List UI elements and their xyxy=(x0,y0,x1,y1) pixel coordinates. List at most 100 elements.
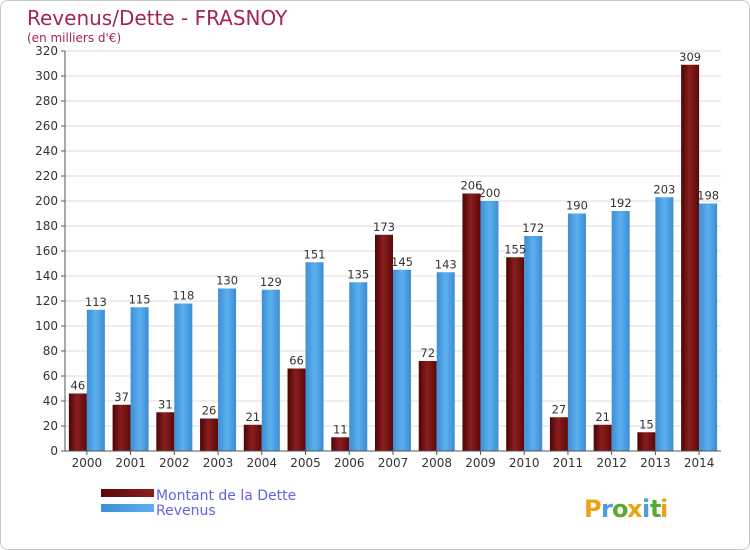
revenue-bar xyxy=(86,309,105,451)
revenue-bar-label: 143 xyxy=(435,257,457,271)
debt-bar-label: 66 xyxy=(289,354,304,368)
y-tick-label: 40 xyxy=(43,394,58,408)
logo-letter: P xyxy=(584,495,602,523)
debt-bar-label: 11 xyxy=(333,422,348,436)
legend-item-debt: Montant de la Dette xyxy=(101,488,296,504)
revenue-bar-label: 172 xyxy=(522,221,544,235)
legend-label-debt: Montant de la Dette xyxy=(156,488,296,504)
revenue-bar-label: 145 xyxy=(391,255,413,269)
logo-letter: o xyxy=(612,495,629,523)
chart-subtitle: (en milliers d'€) xyxy=(27,31,121,45)
revenue-bar xyxy=(130,307,149,451)
x-tick-label: 2007 xyxy=(378,456,409,470)
legend-item-revenue: Revenus xyxy=(101,503,216,519)
y-tick-label: 260 xyxy=(35,119,58,133)
x-tick-label: 2011 xyxy=(553,456,584,470)
debt-bar-label: 206 xyxy=(460,179,482,193)
debt-bar-label: 15 xyxy=(639,417,654,431)
revenue-bar-label: 135 xyxy=(347,267,369,281)
debt-bar xyxy=(331,437,350,451)
debt-bar-label: 72 xyxy=(420,346,435,360)
revenue-bar xyxy=(524,236,543,451)
legend-label-revenue: Revenus xyxy=(156,503,216,519)
y-tick-label: 80 xyxy=(43,344,58,358)
y-tick-label: 180 xyxy=(35,219,58,233)
revenue-bar-label: 129 xyxy=(260,275,282,289)
y-tick-label: 280 xyxy=(35,94,58,108)
debt-bar-label: 155 xyxy=(504,242,526,256)
x-tick-label: 2008 xyxy=(421,456,452,470)
legend-swatch-revenue xyxy=(101,504,154,512)
revenue-bar-label: 115 xyxy=(129,292,151,306)
revenue-bar xyxy=(174,303,193,451)
debt-bar xyxy=(637,432,656,451)
debt-bar xyxy=(287,368,306,451)
x-tick-label: 2003 xyxy=(203,456,234,470)
legend-swatch-debt xyxy=(101,489,154,497)
revenue-bar xyxy=(655,197,674,451)
x-tick-label: 2009 xyxy=(465,456,496,470)
logo-letter: t xyxy=(650,495,661,523)
debt-bar-label: 37 xyxy=(114,390,129,404)
debt-bar xyxy=(112,404,131,451)
debt-bar xyxy=(243,424,262,451)
revenue-bar-label: 198 xyxy=(697,189,719,203)
x-tick-label: 2012 xyxy=(596,456,627,470)
debt-bar-label: 21 xyxy=(245,410,260,424)
revenue-bar-label: 192 xyxy=(610,196,632,210)
revenue-bar-label: 151 xyxy=(304,247,326,261)
debt-bar-label: 21 xyxy=(595,410,610,424)
debt-bar xyxy=(462,193,481,451)
revenue-bar-label: 118 xyxy=(172,289,194,303)
debt-bar xyxy=(681,64,700,451)
y-tick-label: 140 xyxy=(35,269,58,283)
y-tick-label: 0 xyxy=(50,444,58,458)
revenue-bar-label: 200 xyxy=(478,186,500,200)
logo-letter: i xyxy=(660,495,668,523)
y-axis-ticks: 0 20 40 60 80 100 120 140 160 180 200 220 240 260 280 3… xyxy=(35,44,65,458)
revenue-bar-label: 130 xyxy=(216,274,238,288)
revenue-bar-label: 190 xyxy=(566,199,588,213)
x-axis-ticks: 2000 2001 2002 2003 2004 2005 2006 2007 2008 2009… xyxy=(72,451,715,470)
debt-bar xyxy=(156,412,175,451)
debt-bar-label: 26 xyxy=(202,404,217,418)
x-tick-label: 2014 xyxy=(684,456,715,470)
y-tick-label: 200 xyxy=(35,194,58,208)
bars xyxy=(68,64,718,451)
debt-bar xyxy=(68,393,87,451)
debt-bar xyxy=(375,234,393,451)
data-labels: 46 113 37 115 31 118 26 130 21 129 66 151 11 135 173 14… xyxy=(71,50,720,437)
x-tick-label: 2000 xyxy=(72,456,103,470)
x-tick-label: 2004 xyxy=(247,456,278,470)
legend: Montant de la Dette Revenus xyxy=(101,488,296,519)
revenue-bar xyxy=(611,211,630,451)
revenue-bar-label: 113 xyxy=(85,295,107,309)
x-tick-label: 2006 xyxy=(334,456,365,470)
revenue-bar xyxy=(305,262,324,451)
debt-bar-label: 27 xyxy=(552,402,567,416)
revenue-bar xyxy=(567,213,586,451)
revenue-bar-label: 203 xyxy=(653,182,675,196)
chart-title: Revenus/Dette - FRASNOY xyxy=(27,6,288,30)
debt-bar-label: 309 xyxy=(679,50,701,64)
debt-bar xyxy=(549,417,568,451)
logo-letter: x xyxy=(627,495,643,523)
y-tick-label: 300 xyxy=(35,69,58,83)
debt-bar-label: 46 xyxy=(71,379,86,393)
x-tick-label: 2005 xyxy=(290,456,321,470)
y-tick-label: 60 xyxy=(43,369,58,383)
debt-bar xyxy=(418,361,437,451)
revenue-bar xyxy=(218,288,237,451)
revenue-bar xyxy=(436,272,455,451)
revenue-bar xyxy=(261,289,280,451)
logo-letter: r xyxy=(601,495,613,523)
y-tick-label: 120 xyxy=(35,294,58,308)
revenue-bar xyxy=(349,282,368,451)
y-tick-label: 220 xyxy=(35,169,58,183)
debt-bar-label: 173 xyxy=(373,220,395,234)
y-tick-label: 160 xyxy=(35,244,58,258)
x-tick-label: 2010 xyxy=(509,456,540,470)
x-tick-label: 2013 xyxy=(640,456,671,470)
